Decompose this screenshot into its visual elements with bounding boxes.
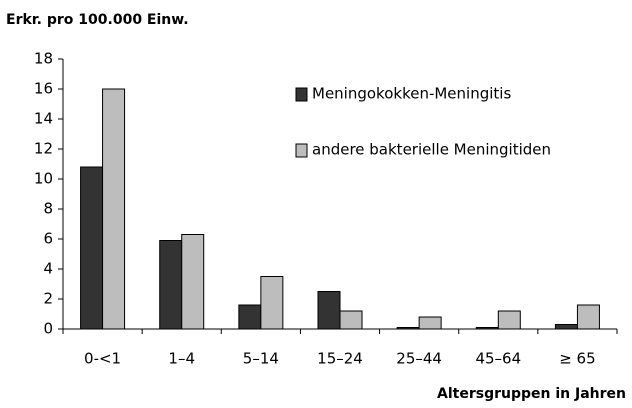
x-tick-label: 0-<1 (84, 350, 121, 368)
y-tick-label: 18 (34, 50, 53, 68)
y-tick-label: 0 (43, 320, 53, 338)
y-tick-label: 4 (43, 260, 53, 278)
legend-swatch (295, 87, 308, 102)
bar (159, 240, 183, 330)
bar (339, 310, 363, 330)
y-tick-label: 2 (43, 290, 53, 308)
y-tick-label: 12 (34, 140, 53, 158)
x-tick-label: 45–64 (475, 350, 521, 368)
bar (238, 304, 262, 330)
chart-title: Erkr. pro 100.000 Einw. (6, 12, 189, 28)
bar (554, 324, 578, 330)
x-tick-label: 5–14 (243, 350, 279, 368)
y-tick-label: 6 (43, 230, 53, 248)
y-tick-label: 10 (34, 170, 53, 188)
bar (418, 316, 442, 330)
x-tick-label: 1–4 (168, 350, 195, 368)
y-tick-label: 8 (43, 200, 53, 218)
bar (80, 166, 104, 330)
bar (102, 88, 126, 330)
legend-label: andere bakterielle Meningitiden (312, 141, 551, 159)
bar (317, 291, 341, 330)
legend-swatch (295, 143, 308, 158)
bar (181, 234, 205, 330)
bar (576, 304, 600, 330)
x-tick-label: 25–44 (396, 350, 442, 368)
bar (260, 276, 284, 330)
x-axis-label: Altersgruppen in Jahren (437, 386, 626, 402)
y-tick-label: 16 (34, 80, 53, 98)
x-tick-label: ≥ 65 (559, 350, 595, 368)
bar (497, 310, 521, 330)
x-tick-label: 15–24 (317, 350, 363, 368)
legend-label: Meningokokken-Meningitis (312, 85, 511, 103)
y-tick-label: 14 (34, 110, 53, 128)
